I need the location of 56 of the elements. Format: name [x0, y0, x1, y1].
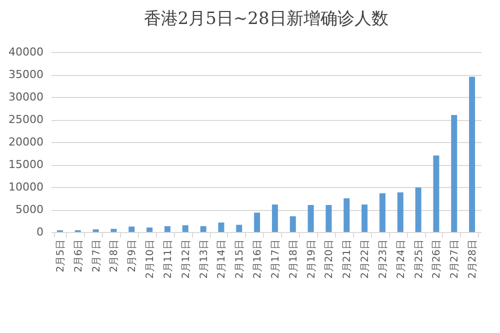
bar	[308, 205, 314, 232]
chart-title: 香港2月5日~28日新增确诊人数	[144, 9, 388, 29]
y-tick-label: 15000	[8, 158, 44, 171]
y-tick-label: 10000	[8, 180, 44, 194]
bar	[218, 222, 224, 232]
bar	[415, 187, 422, 232]
x-tick-label: 2月25日	[414, 240, 425, 279]
y-tick-label: 25000	[8, 113, 44, 126]
x-tick-label: 2月9日	[127, 240, 138, 272]
x-tick-label: 2月21日	[342, 240, 354, 279]
x-tick-label: 2月22日	[360, 240, 372, 279]
bar	[254, 212, 260, 232]
x-tick-label: 2月19日	[306, 240, 318, 279]
x-tick-label: 2月24日	[396, 240, 407, 279]
bar	[290, 216, 296, 232]
x-tick-label: 2月8日	[109, 240, 120, 272]
y-tick-label: 5000	[16, 203, 44, 216]
x-tick-label: 2月27日	[450, 240, 461, 279]
x-tick-label: 2月5日	[55, 240, 66, 272]
x-tick-label: 2月15日	[234, 240, 246, 279]
bar	[236, 224, 242, 232]
bar	[397, 192, 404, 232]
bar	[362, 204, 368, 232]
x-tick-label: 2月14日	[216, 240, 228, 279]
bar	[182, 225, 188, 232]
y-tick-label: 30000	[8, 90, 44, 104]
bar	[326, 205, 332, 232]
x-tick-label: 2月17日	[270, 240, 282, 279]
x-tick-label: 2月11日	[162, 240, 174, 279]
x-tick-label: 2月16日	[252, 240, 264, 279]
bar	[92, 229, 99, 232]
bar	[379, 193, 386, 232]
bar	[433, 156, 440, 232]
bar	[272, 204, 278, 232]
x-tick-label: 2月20日	[324, 240, 336, 279]
y-tick-label: 40000	[8, 46, 44, 58]
bar	[344, 198, 350, 232]
y-tick-label: 35000	[8, 68, 44, 81]
bar	[146, 228, 153, 232]
x-tick-label: 2月23日	[378, 240, 389, 279]
bar	[451, 115, 458, 232]
x-tick-label: 2月13日	[198, 240, 210, 279]
y-tick-label: 0	[36, 226, 44, 238]
x-tick-label: 2月18日	[288, 240, 300, 279]
x-tick-label: 2月7日	[91, 240, 102, 272]
bar	[164, 226, 170, 232]
x-tick-label: 2月26日	[432, 240, 443, 279]
x-tick-label: 2月10日	[145, 240, 156, 279]
bar	[200, 226, 206, 232]
y-tick-label: 20000	[8, 136, 44, 148]
bar	[128, 226, 135, 232]
x-tick-label: 2月12日	[180, 240, 192, 279]
bar	[110, 228, 117, 232]
bar	[469, 76, 476, 232]
x-tick-label: 2月28日	[468, 240, 479, 279]
x-tick-label: 2月6日	[73, 240, 84, 272]
